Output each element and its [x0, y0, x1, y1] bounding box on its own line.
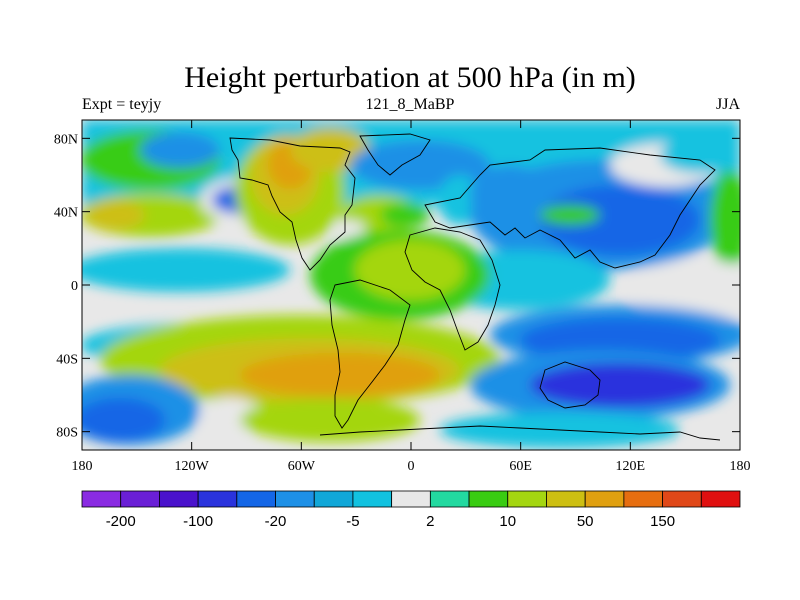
- height-perturbation-field: [82, 120, 740, 450]
- colorbar-swatch: [120, 490, 160, 508]
- antarctica-outline: [319, 425, 721, 441]
- plot-title: Height perturbation at 500 hPa (in m): [184, 61, 636, 94]
- colorbar-swatch: [507, 490, 547, 508]
- colorbar-swatch: [584, 490, 625, 508]
- x-tick-label: 60W: [288, 459, 316, 474]
- colorbar-swatch: [429, 490, 470, 508]
- x-tick-label: 180: [730, 459, 751, 474]
- colorbar-swatch: [352, 490, 393, 508]
- run-label: 121_8_MaBP: [365, 96, 455, 113]
- australia-outline: [539, 361, 601, 409]
- colorbar-swatch: [391, 490, 431, 508]
- colorbar-swatch: [275, 490, 315, 508]
- colorbar-label: 10: [499, 513, 516, 530]
- colorbar-label: -5: [346, 513, 359, 530]
- experiment-label: Expt = teyjy: [82, 96, 162, 113]
- colorbar-swatch: [313, 490, 354, 508]
- colorbar-swatch: [81, 490, 122, 508]
- colorbar-swatch: [468, 490, 509, 508]
- north-america-outline: [229, 137, 356, 271]
- colorbar-label: 2: [426, 513, 434, 530]
- colorbar-swatch: [159, 490, 199, 508]
- y-tick-label: 40S: [56, 352, 78, 367]
- greenland-outline: [359, 133, 431, 176]
- x-tick-label: 0: [408, 459, 415, 474]
- x-tick-label: 60E: [509, 459, 532, 474]
- colorbar-label: 150: [650, 513, 675, 530]
- map-axes: 180 120W 60W 0 60E 120E 180 80N 40N 0 40S 80S: [54, 120, 751, 474]
- continent-outlines: [229, 133, 721, 441]
- x-tick-label: 180: [72, 459, 93, 474]
- y-tick-label: 0: [71, 279, 78, 294]
- y-tick-label: 40N: [54, 206, 78, 221]
- colorbar-label: -200: [106, 513, 136, 530]
- x-tick-label: 120W: [175, 459, 210, 474]
- eurasia-outline: [424, 147, 716, 269]
- colorbar-label: -20: [265, 513, 287, 530]
- colorbar-label: -100: [183, 513, 213, 530]
- colorbar-swatch: [623, 490, 663, 508]
- colorbar-swatch: [700, 490, 741, 508]
- colorbar-swatch: [197, 490, 238, 508]
- colorbar-label: 50: [577, 513, 594, 530]
- colorbar: -200 -100 -20 -5 2 10 50 150: [81, 490, 741, 530]
- south-america-outline: [329, 279, 411, 429]
- africa-outline: [404, 227, 501, 351]
- colorbar-swatch: [236, 490, 276, 508]
- colorbar-swatch: [546, 490, 586, 508]
- y-tick-label: 80N: [54, 132, 78, 147]
- x-tick-label: 120E: [616, 459, 646, 474]
- colorbar-swatch: [662, 490, 702, 508]
- season-label: JJA: [715, 96, 740, 113]
- y-tick-label: 80S: [56, 426, 78, 441]
